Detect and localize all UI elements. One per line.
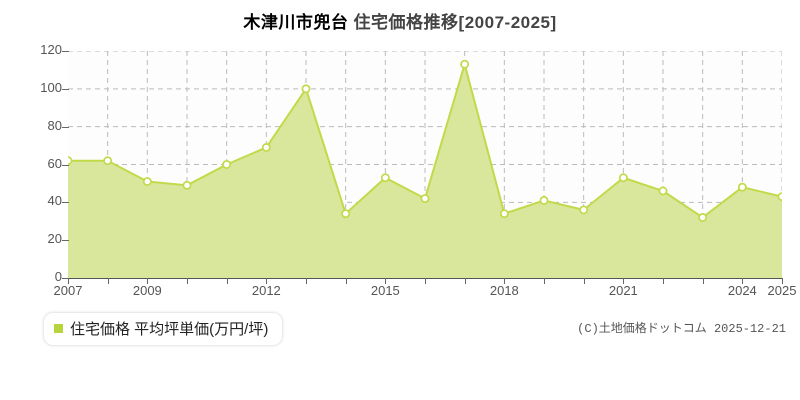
legend-label: 住宅価格 平均坪単価(万円/坪) <box>70 321 269 338</box>
x-axis-tick-label: 2025 <box>767 283 797 298</box>
x-axis-tick <box>464 278 466 284</box>
x-axis-tick <box>107 278 109 284</box>
x-axis-tick <box>187 278 188 284</box>
x-axis-tick <box>742 278 744 284</box>
data-point-marker[interactable] <box>341 209 351 219</box>
data-point-marker[interactable] <box>420 194 430 203</box>
data-point-marker[interactable] <box>460 59 470 69</box>
x-axis-tick <box>147 278 149 284</box>
x-axis-tick <box>345 278 347 284</box>
data-point-marker[interactable] <box>182 180 192 190</box>
data-point-marker[interactable] <box>658 186 668 196</box>
y-axis-tick <box>62 88 69 90</box>
chart-title-sub: 住宅価格推移[2007-2025] <box>348 13 557 32</box>
y-axis-tick <box>62 278 69 279</box>
y-axis-tick <box>62 126 69 128</box>
legend-swatch-icon <box>54 324 63 333</box>
x-axis-tick-label: 2024 <box>727 283 757 298</box>
x-axis-tick <box>385 278 387 284</box>
x-axis-tick <box>544 278 545 284</box>
x-axis-tick <box>663 278 664 284</box>
x-axis-tick <box>623 278 625 284</box>
x-axis-tick <box>782 278 783 284</box>
y-axis-tick-label: 100 <box>40 79 62 95</box>
y-axis-tick-label: 120 <box>40 42 62 57</box>
data-point-marker[interactable] <box>301 84 311 94</box>
copyright-notice: (C)土地価格ドットコム 2025-12-21 <box>577 322 786 336</box>
y-axis-tick <box>62 51 69 52</box>
x-axis-tick-label: 2012 <box>251 283 281 298</box>
area-fill <box>68 64 782 278</box>
x-axis-tick-label: 2009 <box>132 283 162 298</box>
data-point-marker[interactable] <box>261 143 271 152</box>
chart-title-main: 木津川市兜台 <box>243 13 349 32</box>
data-point-marker[interactable] <box>68 156 73 166</box>
x-axis-tick-label: 2015 <box>370 283 400 298</box>
y-axis-tick <box>62 164 69 166</box>
x-axis-tick-label: 2021 <box>608 283 638 298</box>
y-axis-tick <box>62 240 69 242</box>
x-axis-tick-label: 2018 <box>489 283 519 298</box>
data-point-marker[interactable] <box>698 213 708 222</box>
data-point-marker[interactable] <box>737 182 747 192</box>
data-point-marker[interactable] <box>777 192 782 202</box>
data-point-marker[interactable] <box>380 173 390 183</box>
data-point-marker[interactable] <box>222 160 232 169</box>
y-axis: 0 20 40 60 80 100 120 <box>0 0 62 400</box>
x-axis-tick-label: 2007 <box>53 283 83 298</box>
x-axis-tick <box>702 278 704 284</box>
data-point-marker[interactable] <box>142 177 152 186</box>
x-axis-tick <box>266 278 268 284</box>
x-axis-tick <box>306 278 307 284</box>
x-axis-tick <box>425 278 426 284</box>
y-axis-tick-label: 0 <box>54 269 62 284</box>
data-point-marker[interactable] <box>579 205 589 215</box>
y-axis-tick-label: 80 <box>47 117 62 133</box>
data-point-marker[interactable] <box>539 195 549 205</box>
data-point-marker[interactable] <box>103 156 113 166</box>
area-chart-svg <box>68 51 782 278</box>
y-axis-tick-label: 60 <box>47 155 62 171</box>
data-point-marker[interactable] <box>618 173 628 183</box>
x-axis-tick <box>68 278 69 284</box>
x-axis-tick <box>504 278 506 284</box>
y-axis-tick-label: 20 <box>47 231 62 247</box>
y-axis-tick-label: 40 <box>47 193 62 209</box>
x-axis-tick <box>226 278 228 284</box>
x-axis-tick <box>583 278 585 284</box>
legend[interactable]: 住宅価格 平均坪単価(万円/坪) <box>44 313 283 345</box>
plot-area <box>68 51 782 278</box>
chart-title: 木津川市兜台 住宅価格推移[2007-2025] <box>0 8 800 33</box>
data-point-marker[interactable] <box>499 209 509 219</box>
y-axis-tick <box>62 202 69 204</box>
